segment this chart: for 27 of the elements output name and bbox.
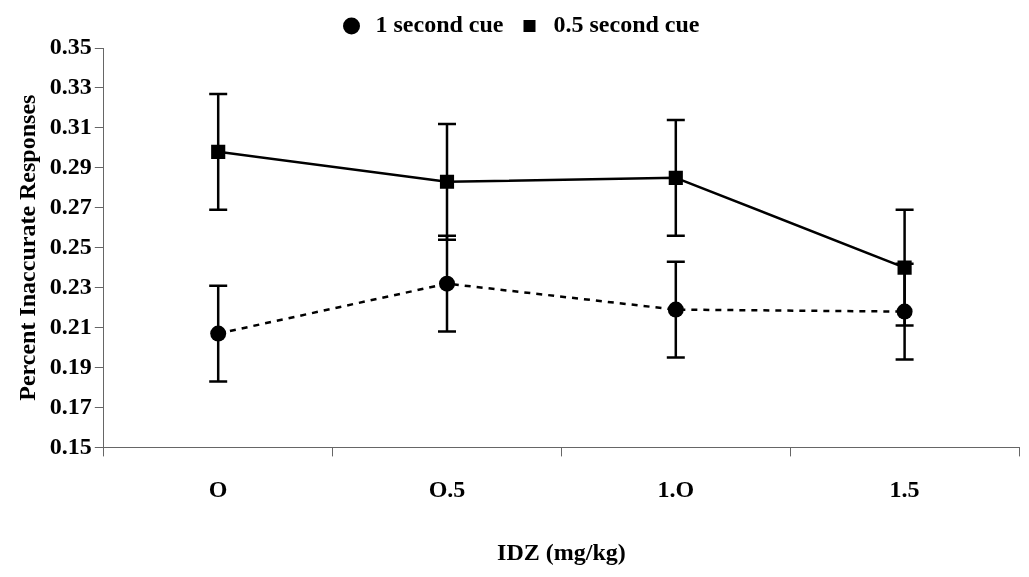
point xyxy=(439,275,455,292)
y-tick-label: 0.25 xyxy=(49,232,92,259)
y-tick-label: 0.15 xyxy=(49,432,92,459)
y-tick-label: 0.21 xyxy=(49,312,92,339)
y-tick-label: 0.23 xyxy=(49,272,92,299)
x-axis-title: IDZ (mg/kg) xyxy=(497,538,626,565)
point xyxy=(210,325,227,342)
legend-label: 1 second cue xyxy=(375,11,504,38)
y-tick-label: 0.17 xyxy=(49,392,92,419)
point xyxy=(211,144,226,159)
point xyxy=(667,301,684,318)
y-tick-label: 0.29 xyxy=(49,153,92,180)
point xyxy=(896,303,913,320)
x-tick-label: 1.O xyxy=(657,476,695,502)
y-tick-label: 0.19 xyxy=(49,352,92,379)
y-tick-label: 0.35 xyxy=(49,33,92,60)
x-tick-label: O.5 xyxy=(428,476,466,502)
y-tick-label: 0.31 xyxy=(49,113,92,140)
x-tick-label: 1.5 xyxy=(889,476,920,502)
legend-label: 0.5 second cue xyxy=(553,11,700,38)
x-tick-label: O xyxy=(208,476,228,502)
y-tick-label: 0.33 xyxy=(49,73,92,100)
point xyxy=(897,260,912,275)
y-tick-label: 0.27 xyxy=(49,192,92,219)
point xyxy=(439,174,455,189)
y-axis-title: Percent Inaccurate Responses xyxy=(13,94,40,401)
point xyxy=(668,170,683,185)
